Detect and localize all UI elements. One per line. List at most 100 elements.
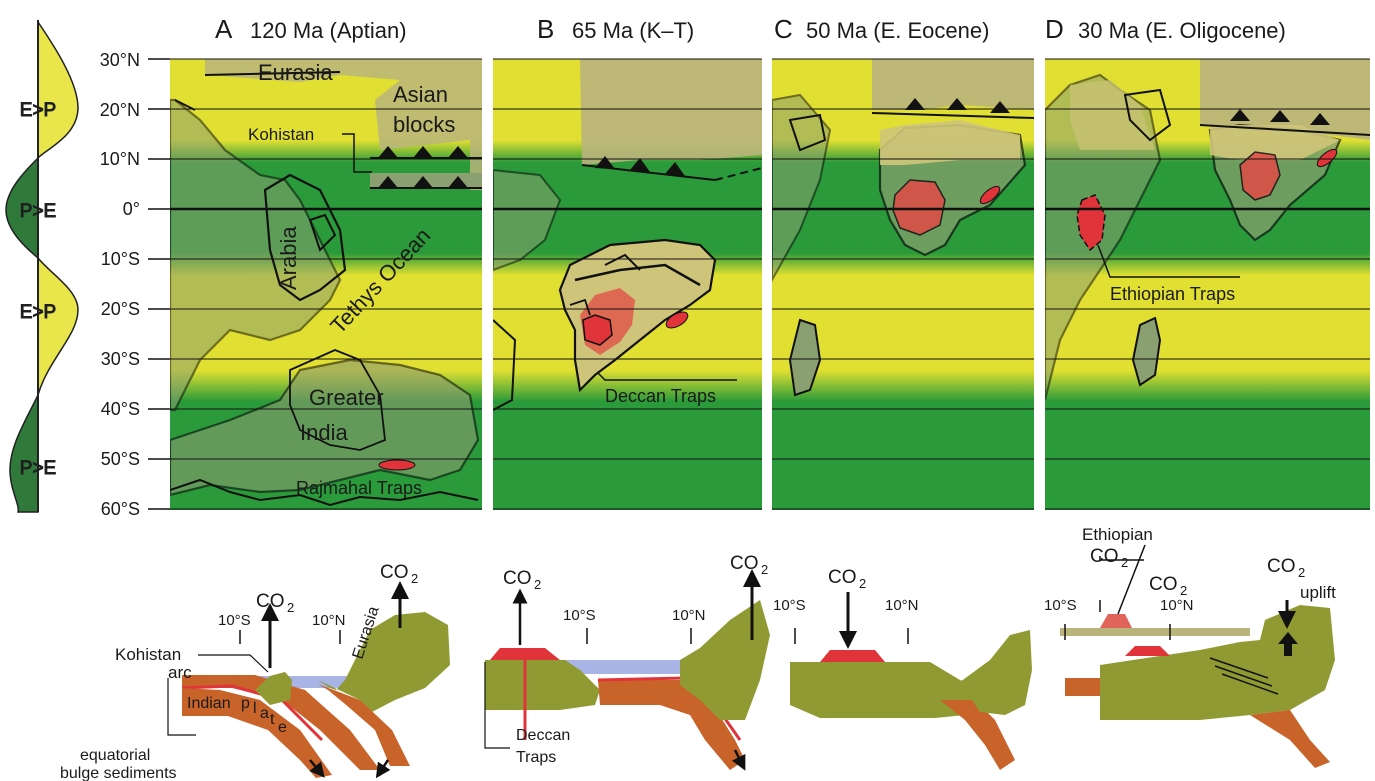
equatorial-bulge-label: bulge sediments (60, 765, 177, 781)
trench-b (581, 156, 762, 181)
svg-text:B: B (537, 14, 554, 44)
svg-text:65 Ma (K–T): 65 Ma (K–T) (572, 18, 694, 43)
map-panel-a (170, 59, 482, 510)
asian-blocks-label: Asian (393, 82, 448, 107)
indian-plate-label: l (253, 700, 257, 717)
eurasia-landmass (170, 59, 482, 190)
co2-label: 2 (1298, 565, 1305, 580)
panel-title: D 30 Ma (E. Oligocene) (1045, 14, 1286, 44)
svg-text:P>E: P>E (20, 458, 56, 479)
lat-label: 20°N (100, 100, 140, 120)
asian-blocks-trench (370, 146, 482, 159)
deccan-traps (1239, 151, 1281, 201)
lat-label: 40°S (101, 399, 140, 419)
svg-text:E>P: E>P (20, 302, 56, 323)
indian-plate-label: p (241, 695, 250, 712)
lat-label: 30°N (100, 50, 140, 70)
climate-band-label: P>E (19, 458, 56, 480)
svg-text:30 Ma (E. Oligocene): 30 Ma (E. Oligocene) (1078, 18, 1286, 43)
panel-title: B 65 Ma (K–T) (537, 14, 694, 44)
lat-10n-label: 10°N (885, 597, 919, 614)
co2-label: CO (1090, 546, 1119, 567)
deccan-traps-label: Deccan Traps (605, 386, 716, 406)
svg-text:E>P: E>P (20, 100, 56, 121)
svg-text:P>E: P>E (20, 201, 56, 222)
co2-label: 2 (761, 562, 768, 577)
kohistan-arc-label: Kohistan (115, 645, 181, 664)
panel-title: A 120 Ma (Aptian) (215, 14, 407, 44)
cross-section-b (485, 569, 770, 771)
lat-label: 60°S (101, 499, 140, 519)
co2-label: 2 (859, 576, 866, 591)
indian-plate-label: a (260, 705, 269, 722)
rajmahal-traps (378, 459, 416, 471)
subduction-arrow (375, 759, 391, 779)
trench-c (871, 98, 1034, 119)
map-panel-b (493, 59, 762, 510)
lat-label: 10°S (101, 249, 140, 269)
lat-10s-label: 10°S (773, 597, 806, 614)
indian-plate-label: t (270, 711, 275, 728)
kohistan-leader (342, 133, 372, 173)
co2-label: CO (256, 591, 285, 612)
co2-label: CO (1267, 556, 1296, 577)
greater-india-label: India (300, 420, 348, 445)
climate-curve: E>P P>E E>P P>E (5, 19, 79, 513)
map-panel-c (772, 59, 1034, 510)
climate-band-label: E>P (19, 100, 56, 122)
uplift-arrow (1278, 632, 1298, 656)
co2-label: CO (828, 567, 857, 588)
lat-10n-label: 10°N (672, 607, 706, 624)
kohistan-arc-label: arc (168, 663, 192, 682)
co2-label: CO (380, 562, 409, 583)
lat-10n-label: 10°N (312, 612, 346, 629)
deccan-traps (979, 185, 1001, 205)
map-panel-d (1045, 59, 1370, 510)
climate-band-label: E>P (19, 302, 56, 324)
lat-label: 0° (123, 199, 140, 219)
latitude-axis: 30°N 20°N 10°N 0° 10°S 20°S 30°S 40°S 50… (100, 50, 140, 519)
asian-blocks-label: blocks (393, 112, 455, 137)
svg-text:D: D (1045, 14, 1064, 44)
co2-label: CO (1149, 574, 1178, 595)
deccan-traps (1316, 148, 1338, 168)
svg-text:A: A (215, 14, 233, 44)
rajmahal-traps-label: Rajmahal Traps (296, 478, 422, 498)
greater-india-label: Greater (309, 385, 384, 410)
svg-text:50 Ma (E. Eocene): 50 Ma (E. Eocene) (806, 18, 989, 43)
latitude-gridlines (170, 58, 1370, 510)
deccan-leader (596, 371, 737, 381)
cross-section-a (181, 581, 450, 779)
trench-d (1199, 109, 1370, 136)
climate-band-label: P>E (19, 201, 56, 223)
eurasia-label: Eurasia (258, 60, 333, 85)
co2-label: CO (730, 553, 759, 574)
arabia-landmass (170, 98, 342, 412)
lat-10s-label: 10°S (563, 607, 596, 624)
ethiopian-traps-label: Ethiopian Traps (1110, 284, 1235, 304)
kohistan-trench (370, 173, 482, 189)
cross-section-c (790, 592, 1032, 770)
deccan-traps-section-label: Traps (516, 749, 556, 766)
kohistan-label: Kohistan (248, 125, 314, 144)
arabia-label: Arabia (276, 226, 301, 290)
co2-label: 2 (1180, 583, 1187, 598)
lat-label: 30°S (101, 349, 140, 369)
lat-label: 20°S (101, 299, 140, 319)
co2-label: 2 (411, 571, 418, 586)
ethiopian-leader (1097, 244, 1240, 278)
co2-label: 2 (1121, 555, 1128, 570)
uplift-label: uplift (1300, 583, 1336, 602)
lat-10s-label: 10°S (1044, 597, 1077, 614)
lat-label: 50°S (101, 449, 140, 469)
deccan-traps-section-label: Deccan (516, 727, 570, 744)
svg-text:120 Ma (Aptian): 120 Ma (Aptian) (250, 18, 407, 43)
cross-section-d (1060, 544, 1335, 768)
co2-label: 2 (534, 577, 541, 592)
ethiopian-section-label: Ethiopian (1082, 525, 1153, 544)
lat-10n-label: 10°N (1160, 597, 1194, 614)
latitude-ticks (148, 58, 170, 510)
co2-label: 2 (287, 600, 294, 615)
lat-label: 10°N (100, 149, 140, 169)
